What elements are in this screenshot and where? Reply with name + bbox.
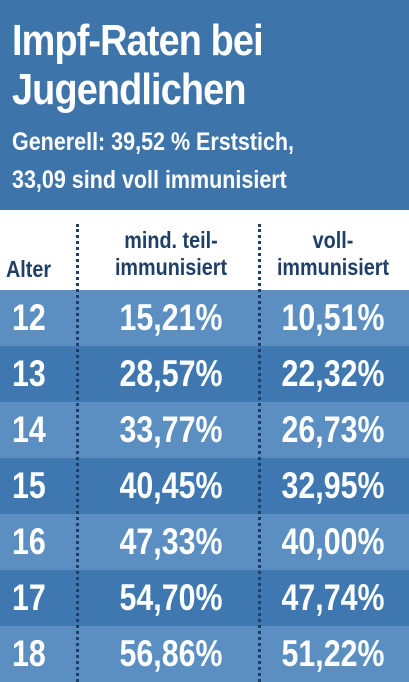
age-cell: 17: [12, 577, 46, 618]
partial-value: 33,77%: [119, 409, 223, 450]
full-value: 32,95%: [281, 465, 385, 506]
vaccination-table: Alter mind. teil-immunisiert voll-immuni…: [0, 210, 409, 682]
partial-value: 28,57%: [119, 353, 223, 394]
column-header-full: voll-immunisiert: [269, 227, 398, 281]
partial-value: 47,33%: [119, 521, 223, 562]
column-header-partial-line-1: mind. teil-: [124, 227, 218, 253]
age-cell: 12: [12, 297, 46, 338]
column-divider-1: [76, 224, 79, 682]
table-row: 18 56,86% 51,22%: [0, 626, 409, 682]
title-line-1: Impf-Raten bei: [12, 16, 264, 65]
column-header-age: Alter: [6, 256, 52, 282]
table-row: 13 28,57% 22,32%: [0, 346, 409, 402]
title-line-2: Jugendlichen: [12, 65, 246, 114]
partial-value: 40,45%: [119, 465, 223, 506]
column-header-full-line-2: immunisiert: [276, 254, 390, 280]
table-row: 16 47,33% 40,00%: [0, 514, 409, 570]
age-cell: 15: [12, 465, 46, 506]
age-cell: 14: [12, 409, 46, 450]
age-cell: 13: [12, 353, 46, 394]
column-header-full-line-1: voll-: [312, 227, 354, 253]
column-divider-2: [258, 224, 261, 682]
column-header-partial-line-2: immunisiert: [114, 254, 228, 280]
full-value: 47,74%: [281, 577, 385, 618]
partial-value: 54,70%: [119, 577, 223, 618]
full-value: 51,22%: [281, 633, 385, 674]
table-row: 12 15,21% 10,51%: [0, 290, 409, 346]
table-row: 15 40,45% 32,95%: [0, 458, 409, 514]
age-cell: 18: [12, 633, 46, 674]
header: Impf-Raten bei Jugendlichen Generell: 39…: [0, 0, 409, 210]
partial-value: 56,86%: [119, 633, 223, 674]
full-value: 40,00%: [281, 521, 385, 562]
subtitle-line-1: Generell: 39,52 % Erststich,: [12, 128, 295, 156]
subtitle-line-2: 33,09 sind voll immunisiert: [12, 166, 287, 194]
age-cell: 16: [12, 521, 46, 562]
table-header: Alter mind. teil-immunisiert voll-immuni…: [0, 210, 409, 290]
table-body: 12 15,21% 10,51% 13 28,57% 22,32% 14 33,77% 26,7…: [0, 290, 409, 682]
column-header-partial: mind. teil-immunisiert: [89, 227, 252, 281]
table-row: 14 33,77% 26,73%: [0, 402, 409, 458]
full-value: 10,51%: [281, 297, 385, 338]
full-value: 22,32%: [281, 353, 385, 394]
table-row: 17 54,70% 47,74%: [0, 570, 409, 626]
full-value: 26,73%: [281, 409, 385, 450]
partial-value: 15,21%: [119, 297, 223, 338]
